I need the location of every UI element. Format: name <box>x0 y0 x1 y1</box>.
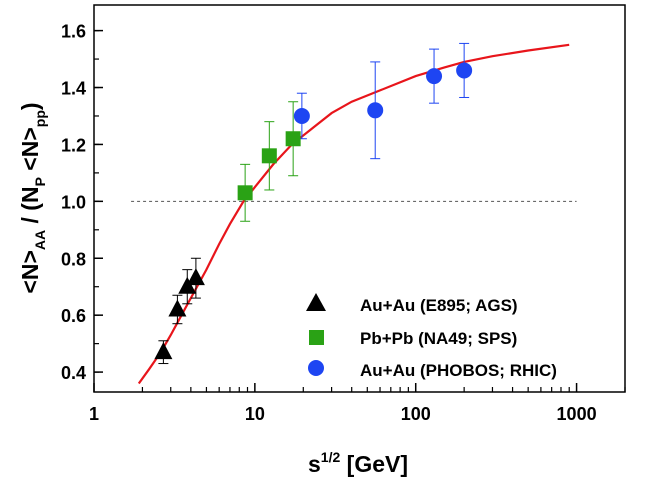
legend-label-phobos: Au+Au (PHOBOS; RHIC) <box>360 361 557 380</box>
data-point-square <box>237 185 253 201</box>
x-tick-label: 100 <box>401 404 431 424</box>
y-axis-label: <N>AA / (NP <N>pp) <box>17 102 48 293</box>
x-tick-label: 1 <box>89 404 99 424</box>
y-label-part: <N> <box>17 127 43 177</box>
y-label-sub: AA <box>32 230 48 250</box>
data-point-circle <box>367 102 384 119</box>
y-tick-label: 1.6 <box>61 22 86 42</box>
x-axis-label: s1/2 [GeV] <box>308 449 408 477</box>
y-tick-label: 1.2 <box>61 135 86 155</box>
data-point-triangle <box>186 268 205 286</box>
y-label-part: ) <box>17 102 43 110</box>
data-point-circle <box>426 68 443 85</box>
y-label-sub: pp <box>32 110 48 127</box>
y-label-part: <N> <box>17 250 43 293</box>
data-point-circle <box>293 107 310 124</box>
y-tick-label: 0.4 <box>61 363 86 383</box>
legend-label-e895: Au+Au (E895; AGS) <box>360 296 518 315</box>
plot-frame <box>93 4 626 393</box>
y-label-part: / (N <box>17 186 43 229</box>
x-tick-label: 10 <box>245 404 265 424</box>
x-label-sup: 1/2 <box>321 449 341 465</box>
x-label-rest: [GeV] <box>340 451 408 477</box>
legend-label-na49: Pb+Pb (NA49; SPS) <box>360 329 517 348</box>
data-point-square <box>285 131 301 147</box>
y-label-sub: P <box>32 177 48 186</box>
y-tick-label: 1.0 <box>61 192 86 212</box>
x-tick-label: 1000 <box>557 404 597 424</box>
legend-marker-square <box>309 330 324 345</box>
x-label-base: s <box>308 451 321 477</box>
legend-marker-triangle <box>306 293 326 311</box>
y-tick-label: 1.4 <box>61 79 86 99</box>
data-point-triangle <box>168 299 187 317</box>
data-point-triangle <box>178 276 197 294</box>
data-point-square <box>261 148 277 164</box>
data-point-triangle <box>154 342 173 360</box>
legend: Au+Au (E895; AGS) Pb+Pb (NA49; SPS) Au+A… <box>306 293 557 380</box>
legend-marker-circle <box>308 360 324 376</box>
data-point-circle <box>456 62 473 79</box>
y-tick-label: 0.6 <box>61 306 86 326</box>
y-tick-label: 0.8 <box>61 249 86 269</box>
